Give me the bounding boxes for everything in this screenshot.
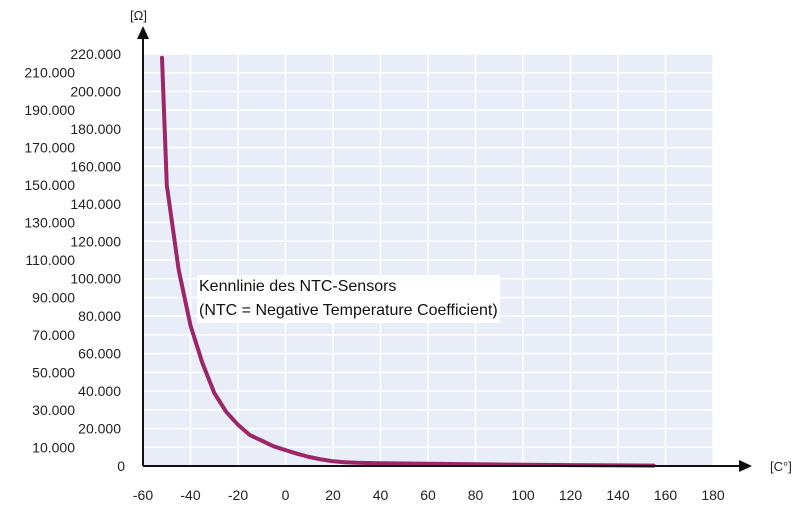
x-tick-label: 160 [654,487,678,503]
x-tick-label: 40 [373,487,389,503]
y-tick-label: 80.000 [78,308,121,324]
y-tick-label: 140.000 [70,196,121,212]
axes [137,26,752,472]
y-tick-label: 50.000 [32,364,75,380]
y-tick-label: 180.000 [70,121,121,137]
y-tick-label: 190.000 [24,102,75,118]
x-tick-label: -60 [133,487,153,503]
x-tick-label: 100 [511,487,535,503]
y-tick-label: 60.000 [78,346,121,362]
y-tick-label: 120.000 [70,233,121,249]
y-tick-label: 170.000 [24,140,75,156]
x-tick-labels: -60 -40 -20 0 20 40 60 80 100 120 140 160 180 [133,487,725,503]
y-tick-label: 220.000 [70,46,121,62]
x-tick-label: 180 [701,487,725,503]
x-tick-label: 140 [606,487,630,503]
y-tick-labels: 0 10.00020.00030.00040.00050.00060.00070.… [24,46,125,474]
annotation-line-2: (NTC = Negative Temperature Coefficient) [199,302,498,319]
x-tick-label: 60 [420,487,436,503]
y-tick-label: 130.000 [24,215,75,231]
x-tick-label: -40 [180,487,200,503]
y-axis-arrow [137,26,149,39]
y-tick-label: 40.000 [78,383,121,399]
y-tick-label: 200.000 [70,83,121,99]
x-tick-label: 20 [325,487,341,503]
x-tick-label: 0 [282,487,290,503]
y-tick-label: 110.000 [25,252,75,268]
y-tick-label: 0 [117,458,125,474]
y-tick-label: 160.000 [70,158,121,174]
y-axis-unit: [Ω] [130,8,147,23]
y-tick-label: 210.000 [24,65,75,81]
x-tick-label: -20 [228,487,248,503]
y-tick-label: 150.000 [24,177,75,193]
annotation-line-1: Kennlinie des NTC-Sensors [199,278,397,295]
y-tick-label: 90.000 [32,289,75,305]
y-tick-label: 100.000 [70,271,121,287]
x-axis-arrow [739,460,752,472]
y-tick-label: 70.000 [32,327,75,343]
y-tick-label: 20.000 [78,421,121,437]
ntc-curve [160,55,656,468]
y-tick-label: 10.000 [32,439,75,455]
x-axis-unit: [C°] [770,459,792,474]
curve-annotation: Kennlinie des NTC-Sensors (NTC = Negativ… [197,275,500,323]
x-tick-label: 80 [468,487,484,503]
x-tick-label: 120 [559,487,583,503]
y-tick-label: 30.000 [32,402,75,418]
series-group [160,55,656,468]
